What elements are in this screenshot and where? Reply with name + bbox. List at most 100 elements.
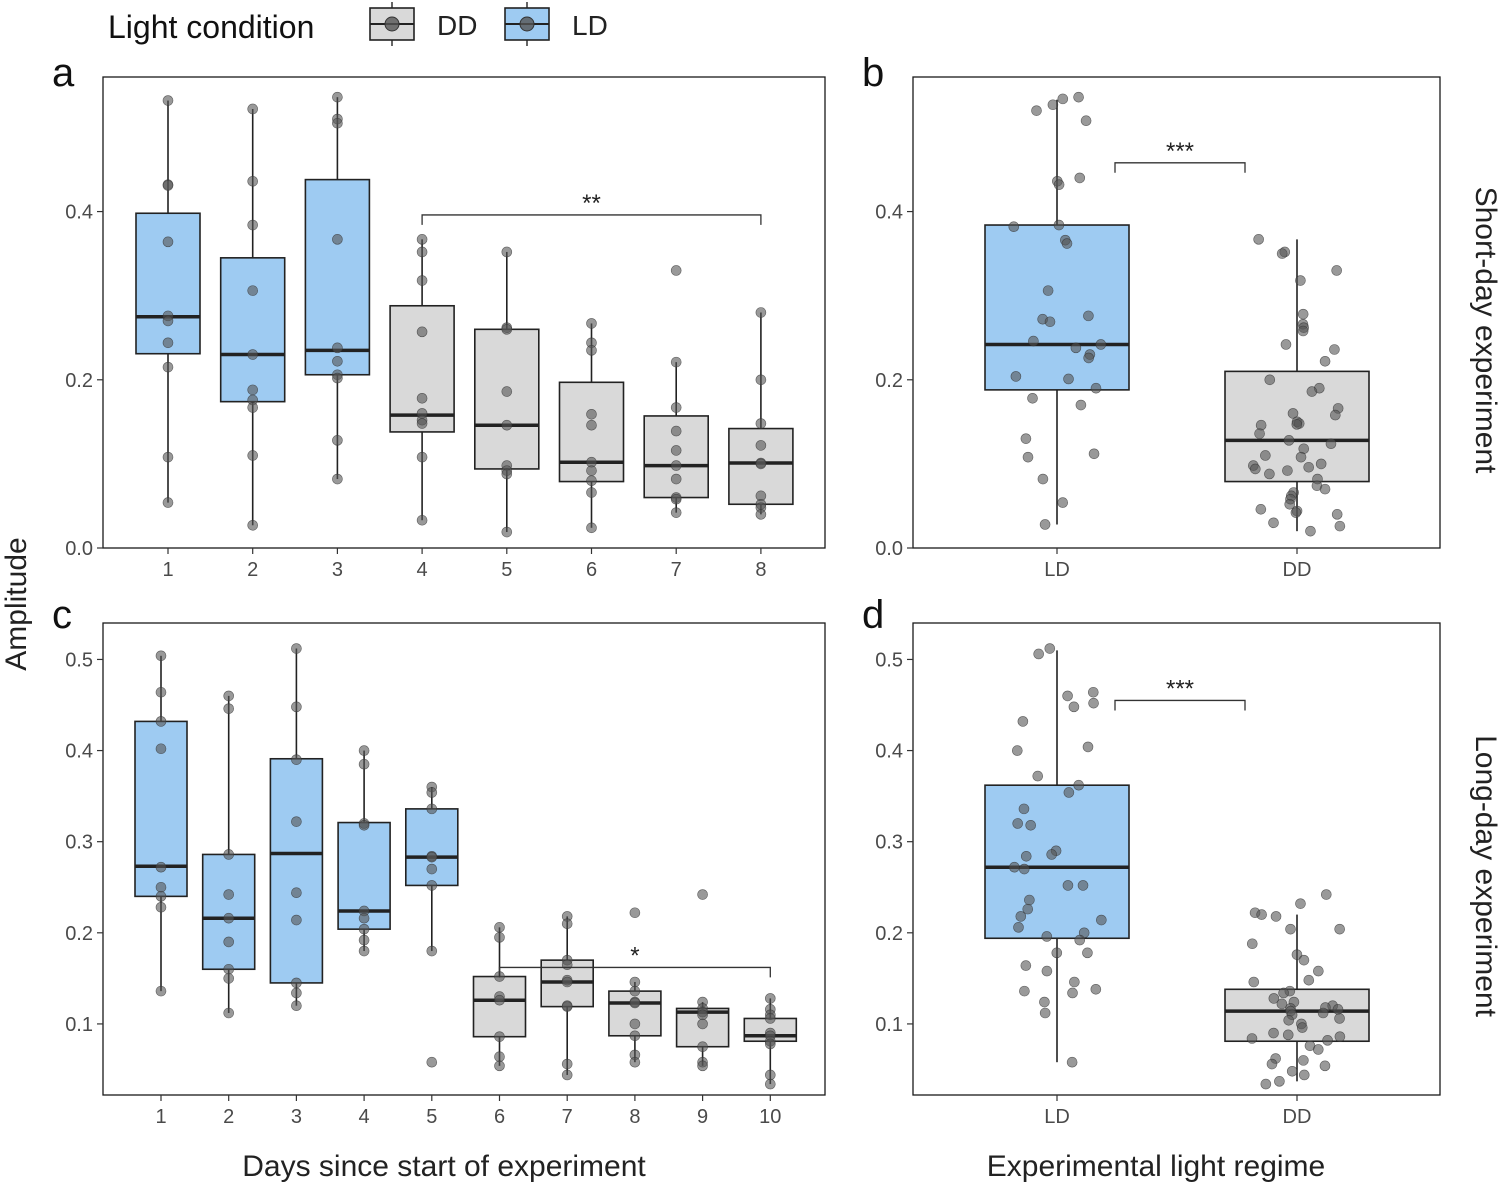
data-point xyxy=(1090,984,1102,995)
data-point xyxy=(1266,1058,1278,1070)
y-tick-label: 0.3 xyxy=(65,832,93,854)
data-point xyxy=(1069,976,1080,988)
data-point xyxy=(291,754,302,765)
significance-label: * xyxy=(630,942,639,969)
y-tick-label: 0.2 xyxy=(875,370,903,392)
data-point xyxy=(670,493,682,505)
data-point xyxy=(358,912,370,924)
panel-frame xyxy=(912,76,1441,549)
data-point xyxy=(755,458,767,470)
box-dd xyxy=(472,975,527,1038)
data-point xyxy=(1018,803,1030,815)
data-point xyxy=(1067,987,1078,999)
strip-label-long-day: Long-day experiment xyxy=(1469,735,1500,1018)
x-tick-label: LD xyxy=(1044,559,1070,581)
data-point xyxy=(561,976,573,988)
data-point xyxy=(1287,408,1299,419)
data-point xyxy=(162,180,174,191)
data-point xyxy=(501,246,513,258)
data-point xyxy=(1291,419,1303,430)
data-point xyxy=(1025,819,1036,831)
data-point xyxy=(155,881,167,893)
x-tick-label: 1 xyxy=(162,559,173,581)
data-point xyxy=(1334,520,1346,532)
y-tick-label: 0.4 xyxy=(65,741,93,763)
data-point xyxy=(358,819,370,831)
x-tick-label: 8 xyxy=(755,559,766,581)
data-point xyxy=(1042,285,1054,296)
data-point xyxy=(1044,643,1056,654)
data-point xyxy=(332,372,343,384)
data-point xyxy=(1096,914,1107,926)
data-point xyxy=(1022,903,1034,915)
data-point xyxy=(1070,342,1082,354)
data-point xyxy=(1322,1035,1333,1046)
data-point xyxy=(426,945,438,957)
y-tick-label: 0.4 xyxy=(875,741,903,763)
data-point xyxy=(1312,1044,1324,1055)
y-tick-label: 0.1 xyxy=(65,1014,93,1036)
data-point xyxy=(1264,468,1275,480)
panel-b-plot: 0.0 0.2 0.4 LD DD *** xyxy=(875,76,1441,581)
data-point xyxy=(1331,265,1342,276)
data-point xyxy=(291,914,302,926)
data-point xyxy=(1044,316,1056,328)
data-point xyxy=(1319,483,1331,495)
data-point xyxy=(247,285,258,296)
data-point xyxy=(494,922,505,933)
y-tick-label: 0.0 xyxy=(65,538,93,560)
data-point xyxy=(247,450,258,461)
data-point xyxy=(1022,451,1034,463)
data-point xyxy=(1248,976,1260,988)
data-point xyxy=(629,1030,641,1042)
data-point xyxy=(494,994,505,1006)
data-point xyxy=(155,891,167,902)
box-ld xyxy=(201,853,256,971)
significance-bracket xyxy=(1114,162,1246,173)
data-point xyxy=(223,912,234,924)
data-point xyxy=(1285,923,1296,935)
x-tick-label: 10 xyxy=(759,1106,781,1128)
data-point xyxy=(332,117,343,129)
data-point xyxy=(1260,1078,1272,1090)
data-point xyxy=(162,361,174,373)
data-point xyxy=(416,275,428,286)
significance-bracket xyxy=(1114,699,1246,711)
data-point xyxy=(1283,435,1295,446)
data-point xyxy=(561,1058,573,1070)
y-tick-label: 0.1 xyxy=(875,1014,903,1036)
data-point xyxy=(1246,1033,1258,1044)
data-point xyxy=(247,384,258,396)
data-point xyxy=(764,1013,776,1024)
data-point xyxy=(1305,525,1316,537)
data-point xyxy=(697,1041,708,1053)
data-point xyxy=(426,851,438,863)
box-dd xyxy=(473,328,540,470)
data-point xyxy=(426,1056,438,1068)
data-point xyxy=(501,386,513,397)
x-axis-title-right: Experimental light regime xyxy=(987,1150,1325,1183)
data-point xyxy=(1082,741,1094,753)
data-point xyxy=(764,993,776,1004)
data-point xyxy=(155,650,167,662)
data-point xyxy=(1082,947,1093,959)
data-point xyxy=(561,918,573,929)
data-point xyxy=(1039,1007,1051,1019)
data-point xyxy=(1063,787,1075,798)
data-point xyxy=(358,758,370,770)
data-point xyxy=(1088,697,1099,709)
data-point xyxy=(1282,465,1293,476)
data-point xyxy=(1254,428,1265,439)
data-point xyxy=(1017,716,1029,727)
data-point xyxy=(1028,335,1039,347)
data-point xyxy=(1331,509,1343,520)
significance-label: *** xyxy=(1166,675,1194,702)
data-point xyxy=(416,326,428,338)
data-point xyxy=(1088,448,1100,460)
data-point xyxy=(561,959,573,970)
data-point xyxy=(1295,275,1306,286)
y-tick-label: 0.2 xyxy=(875,923,903,945)
data-point xyxy=(358,945,370,957)
significance-bracket xyxy=(421,214,762,225)
data-point xyxy=(1250,463,1261,475)
